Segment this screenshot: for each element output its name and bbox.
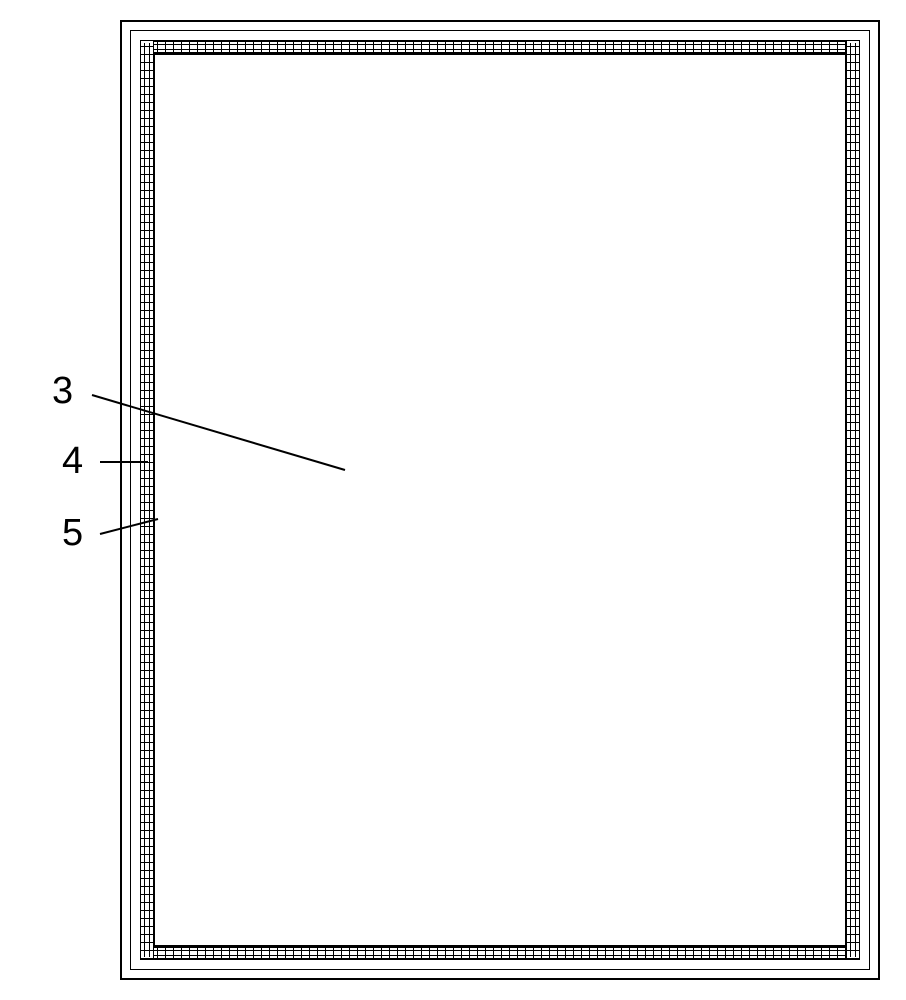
hatch-right [846,40,860,960]
hatch-left [140,40,154,960]
hatch-top [140,40,860,54]
label-3: 3 [52,370,73,413]
label-4: 4 [62,440,83,483]
diagram-frame [120,20,880,980]
hatch-bottom [140,946,860,960]
label-5: 5 [62,512,83,555]
inner-panel-ref-3 [154,54,846,946]
